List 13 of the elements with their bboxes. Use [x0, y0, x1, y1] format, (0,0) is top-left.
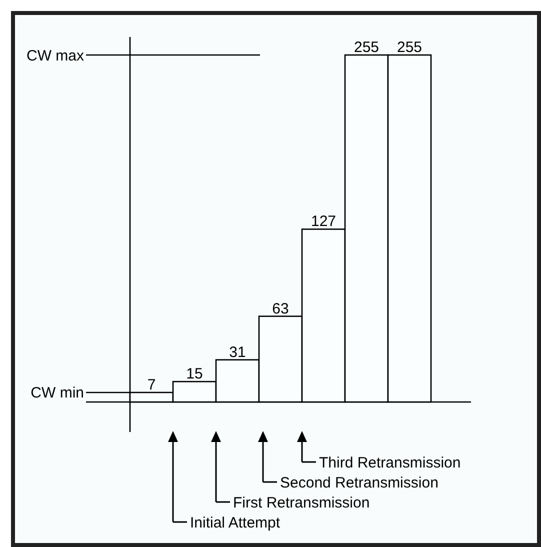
data-label: 63: [272, 300, 289, 318]
data-label: 15: [186, 366, 203, 383]
text: First Retransmission: [233, 494, 370, 512]
text: Initial Attempt: [190, 514, 281, 532]
data-label: 127: [310, 213, 336, 230]
data-label: 7: [147, 376, 156, 394]
ref-line-label: CW max: [26, 47, 84, 64]
data-label: 255: [354, 39, 380, 56]
data-label: 31: [229, 344, 246, 361]
text: Third Retransmission: [319, 454, 461, 472]
data-label: 255: [396, 39, 422, 56]
text: Second Retransmission: [280, 474, 438, 492]
ref-line-label: CW min: [30, 384, 84, 402]
